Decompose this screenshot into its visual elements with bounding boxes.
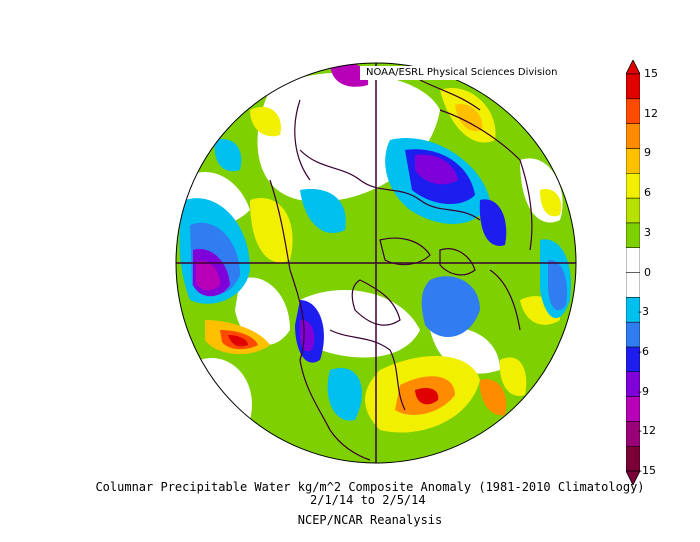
credit-label: NOAA/ESRL Physical Sciences Division: [360, 66, 588, 80]
colorbar-tick: 3: [644, 225, 651, 239]
colorbar-tick: -3: [638, 305, 649, 319]
colorbar-arrow-top: [626, 60, 640, 75]
colorbar-swatch: [626, 123, 640, 149]
colorbar-swatch: [626, 247, 640, 273]
map-border: [175, 62, 577, 464]
colorbar-tick: 9: [644, 146, 651, 160]
colorbar: [626, 60, 640, 485]
date-range: 2/1/14 to 2/5/14: [310, 493, 426, 507]
colorbar-tick: 12: [644, 106, 658, 120]
colorbar-tick: -15: [638, 464, 656, 477]
colorbar-swatch: [626, 272, 640, 298]
anomaly-field: [176, 63, 576, 463]
colorbar-swatch: [626, 321, 640, 348]
colorbar-swatch: [626, 222, 640, 248]
colorbar-tick: -6: [638, 344, 649, 358]
graticule: [176, 63, 576, 463]
colorbar-tick: -12: [638, 424, 656, 438]
colorbar-swatch: [626, 396, 640, 422]
colorbar-tick: 0: [644, 265, 651, 279]
data-source: NCEP/NCAR Reanalysis: [297, 513, 443, 527]
colorbar-swatch: [626, 197, 640, 224]
map-title: Columnar Precipitable Water kg/m^2 Compo…: [95, 480, 645, 494]
colorbar-swatch: [626, 98, 640, 124]
colorbar-swatch: [626, 173, 640, 199]
colorbar-arrow-bottom: [626, 470, 640, 485]
colorbar-swatch: [626, 148, 640, 174]
colorbar-tick: 6: [644, 186, 651, 200]
colorbar-tick: 15: [644, 67, 658, 80]
colorbar-tick: -9: [638, 384, 649, 398]
colorbar-swatch: [626, 73, 640, 100]
